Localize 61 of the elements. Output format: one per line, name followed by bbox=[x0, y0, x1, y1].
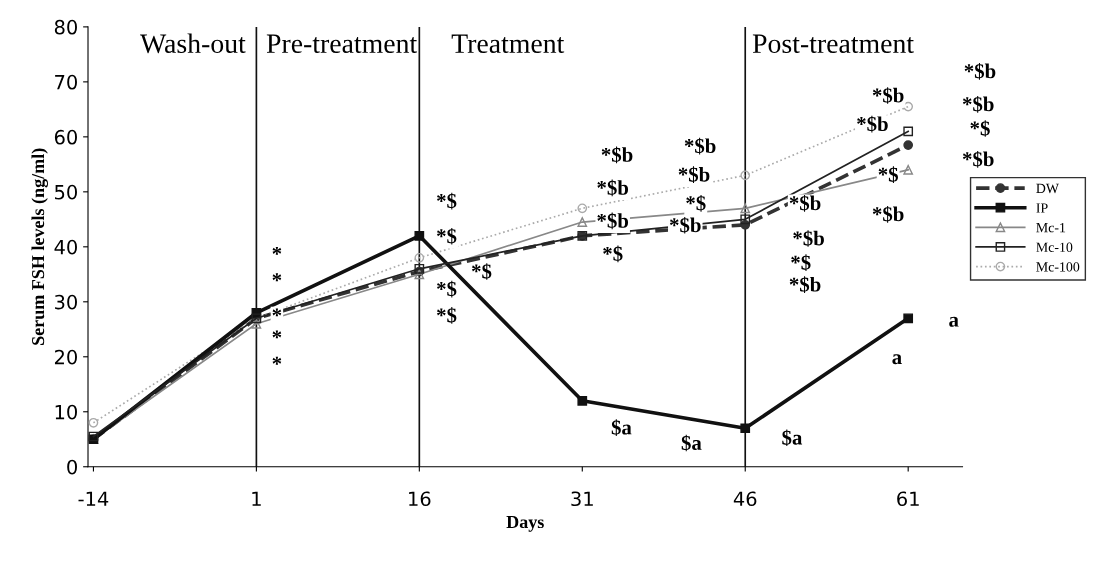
annotation: * bbox=[272, 308, 282, 317]
annotation: *$b bbox=[597, 179, 629, 197]
annotation: a bbox=[892, 354, 902, 365]
x-tick-label: 16 bbox=[409, 491, 431, 507]
legend-label: DW bbox=[1036, 183, 1059, 194]
annotation: *$ bbox=[437, 307, 457, 324]
annotation: *$b bbox=[872, 87, 904, 104]
annotation: *$b bbox=[597, 212, 629, 230]
annotation: * bbox=[272, 330, 282, 339]
text: *$b bbox=[962, 150, 994, 168]
y-tick-label: 0 bbox=[67, 459, 77, 475]
text: *$b bbox=[962, 95, 994, 113]
y-tick-label: 20 bbox=[54, 349, 77, 365]
annotation: *$ bbox=[437, 192, 457, 210]
annotation: *$ bbox=[471, 263, 492, 280]
annotation: *$ bbox=[437, 227, 457, 245]
annotation: * bbox=[272, 273, 282, 282]
legend-label: Mc-10 bbox=[1036, 242, 1073, 252]
annotation: $a bbox=[681, 434, 702, 452]
annotation: *$ bbox=[686, 194, 706, 212]
annotation: *$b bbox=[678, 166, 710, 184]
annotation: *$b bbox=[684, 137, 716, 155]
legend-label: Mc-1 bbox=[1036, 223, 1066, 233]
x-tick-label: 46 bbox=[733, 491, 757, 507]
annotation: Treatment bbox=[451, 34, 565, 54]
annotation: *$ bbox=[878, 166, 898, 184]
annotation: $a bbox=[611, 419, 632, 436]
annotation: Wash-out bbox=[140, 33, 246, 54]
x-tick-label: 61 bbox=[897, 491, 919, 507]
annotation: *$b bbox=[789, 194, 821, 212]
annotation: $a bbox=[782, 429, 803, 447]
annotation: *$b bbox=[669, 216, 701, 234]
annotation: * bbox=[272, 246, 282, 255]
annotation: *$ bbox=[603, 245, 623, 263]
annotation: *$ bbox=[437, 280, 457, 298]
y-tick-label: 80 bbox=[54, 19, 77, 35]
text: *$b bbox=[964, 63, 996, 80]
text: *$ bbox=[970, 120, 990, 137]
annotation: *$b bbox=[793, 230, 824, 247]
annotation: Post-treatment bbox=[752, 34, 914, 54]
y-tick-label: 70 bbox=[55, 74, 77, 90]
x-tick-label: 31 bbox=[571, 491, 593, 507]
x-tick-label: -14 bbox=[78, 491, 109, 506]
annotation: Pre-treatment bbox=[266, 34, 418, 54]
y-axis-title: Serum FSH levels (ng/ml) bbox=[31, 148, 48, 345]
y-tick-label: 10 bbox=[55, 404, 77, 420]
legend-label: IP bbox=[1036, 203, 1048, 213]
y-tick-label: 40 bbox=[54, 239, 77, 255]
x-tick-label: 1 bbox=[252, 491, 261, 506]
x-axis-title: Days bbox=[506, 516, 544, 532]
annotation: *$b bbox=[789, 276, 821, 293]
annotation: * bbox=[272, 356, 282, 365]
annotation: a bbox=[949, 316, 959, 327]
annotation: *$b bbox=[872, 205, 904, 223]
legend-label: Mc-100 bbox=[1036, 262, 1080, 272]
y-tick-label: 50 bbox=[55, 184, 77, 200]
annotation: *$b bbox=[857, 115, 888, 133]
y-tick-label: 60 bbox=[54, 129, 77, 145]
y-tick-label: 30 bbox=[55, 294, 77, 310]
annotation: *$b bbox=[601, 146, 633, 164]
annotation: *$ bbox=[791, 254, 811, 272]
